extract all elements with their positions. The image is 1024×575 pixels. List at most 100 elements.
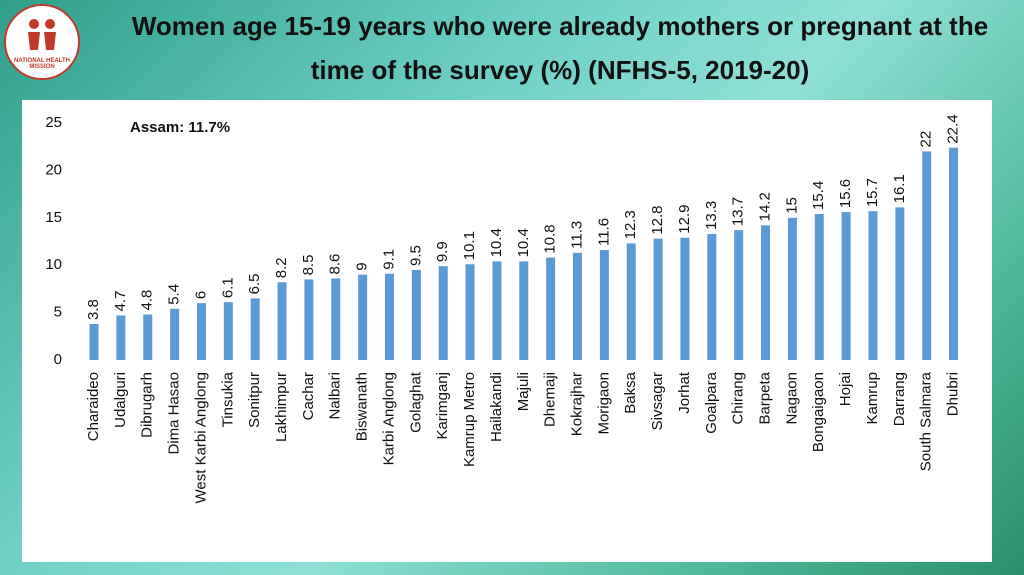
bar xyxy=(116,315,126,360)
data-label: 10.8 xyxy=(542,224,559,253)
plot-panel xyxy=(22,100,992,562)
x-tick-label: Hojai xyxy=(837,372,854,406)
x-tick-label: Kokrajhar xyxy=(568,372,585,436)
data-label: 6.1 xyxy=(219,277,236,298)
bar xyxy=(250,298,260,360)
bar xyxy=(277,282,287,360)
y-tick-label: 15 xyxy=(45,209,62,226)
data-label: 6 xyxy=(192,291,209,299)
x-tick-label: Chirang xyxy=(730,372,747,425)
y-tick-label: 10 xyxy=(45,256,62,273)
chart-title: Women age 15-19 years who were already m… xyxy=(131,11,989,85)
data-label: 15.7 xyxy=(864,178,881,207)
bar xyxy=(519,261,529,360)
bar xyxy=(653,238,663,360)
x-tick-label: Lakhimpur xyxy=(273,372,290,442)
x-tick-label: Dhubri xyxy=(945,372,962,416)
logo: NATIONAL HEALTH MISSION xyxy=(4,4,80,80)
bar xyxy=(680,237,690,360)
bar xyxy=(89,323,99,360)
data-label: 22 xyxy=(918,131,935,148)
data-label: 11.3 xyxy=(568,221,585,249)
x-tick-label: Jorhat xyxy=(676,371,693,414)
data-label: 9.1 xyxy=(380,249,397,270)
bar xyxy=(170,308,180,360)
bar xyxy=(196,303,206,360)
data-label: 4.8 xyxy=(139,290,156,311)
x-tick-label: Udalguri xyxy=(112,372,129,428)
bar xyxy=(573,252,583,360)
data-label: 11.6 xyxy=(595,218,612,246)
x-tick-label: Karimganj xyxy=(434,372,451,440)
x-tick-label: Kamrup xyxy=(864,372,881,425)
x-tick-label: Dima Hasao xyxy=(166,372,183,455)
bar xyxy=(492,261,502,360)
data-label: 15.6 xyxy=(837,179,854,208)
x-tick-label: West Karbi Anglong xyxy=(192,372,209,503)
bar xyxy=(814,214,824,360)
x-tick-label: Kamrup Metro xyxy=(461,372,478,467)
data-label: 3.8 xyxy=(85,299,102,320)
y-tick-label: 25 xyxy=(45,114,62,131)
bar xyxy=(895,207,905,360)
data-label: 4.7 xyxy=(112,291,129,312)
data-label: 15.4 xyxy=(810,181,827,210)
data-label: 15 xyxy=(783,197,800,214)
data-label: 8.5 xyxy=(300,255,317,276)
bar xyxy=(546,257,556,360)
x-tick-label: South Salmara xyxy=(918,371,935,471)
x-tick-label: Biswanath xyxy=(354,372,371,441)
x-tick-label: Sivsagar xyxy=(649,372,666,430)
x-tick-label: Sonitpur xyxy=(246,372,263,428)
data-label: 16.1 xyxy=(891,174,908,203)
data-label: 10.1 xyxy=(461,231,478,260)
x-tick-label: Goalpara xyxy=(703,371,720,433)
x-tick-label: Nagaon xyxy=(783,372,800,425)
data-label: 12.3 xyxy=(622,210,639,239)
x-tick-label: Cachar xyxy=(300,372,317,420)
data-label: 22.4 xyxy=(945,114,962,143)
x-tick-label: Morigaon xyxy=(595,372,612,435)
x-tick-label: Darrang xyxy=(891,372,908,426)
bar xyxy=(626,243,636,360)
bar xyxy=(384,273,394,360)
bar xyxy=(143,314,153,360)
logo-icon xyxy=(28,19,56,50)
x-tick-label: Charaideo xyxy=(85,372,102,441)
data-label: 13.3 xyxy=(703,201,720,230)
data-label: 12.8 xyxy=(649,205,666,234)
bar xyxy=(707,233,717,360)
bar xyxy=(841,212,851,360)
data-label: 10.4 xyxy=(515,228,532,257)
data-label: 10.4 xyxy=(488,228,505,257)
x-tick-label: Golaghat xyxy=(407,371,424,433)
x-tick-label: Nalbari xyxy=(327,372,344,420)
x-tick-label: Dhemaji xyxy=(542,372,559,427)
bar xyxy=(411,269,421,360)
bar xyxy=(734,230,744,360)
x-tick-label: Barpeta xyxy=(757,371,774,424)
bar xyxy=(331,278,341,360)
x-tick-label: Dibrugarh xyxy=(139,372,156,438)
bar xyxy=(868,211,878,360)
logo-text: NATIONAL HEALTH MISSION xyxy=(14,58,70,70)
bar xyxy=(949,147,959,360)
bar xyxy=(304,279,314,360)
bar xyxy=(599,250,609,360)
x-tick-label: Karbi Anglong xyxy=(380,372,397,465)
bar xyxy=(438,266,448,360)
bar xyxy=(922,151,932,360)
bar xyxy=(358,274,368,360)
data-label: 8.2 xyxy=(273,257,290,278)
annotation: Assam: 11.7% xyxy=(130,119,230,136)
data-label: 9.9 xyxy=(434,241,451,262)
x-tick-label: Baksa xyxy=(622,371,639,413)
y-tick-label: 5 xyxy=(54,304,62,321)
bar xyxy=(761,225,771,360)
data-label: 13.7 xyxy=(730,197,747,226)
x-tick-label: Bongaigaon xyxy=(810,372,827,452)
x-tick-label: Hailakandi xyxy=(488,372,505,442)
y-tick-label: 20 xyxy=(45,161,62,178)
